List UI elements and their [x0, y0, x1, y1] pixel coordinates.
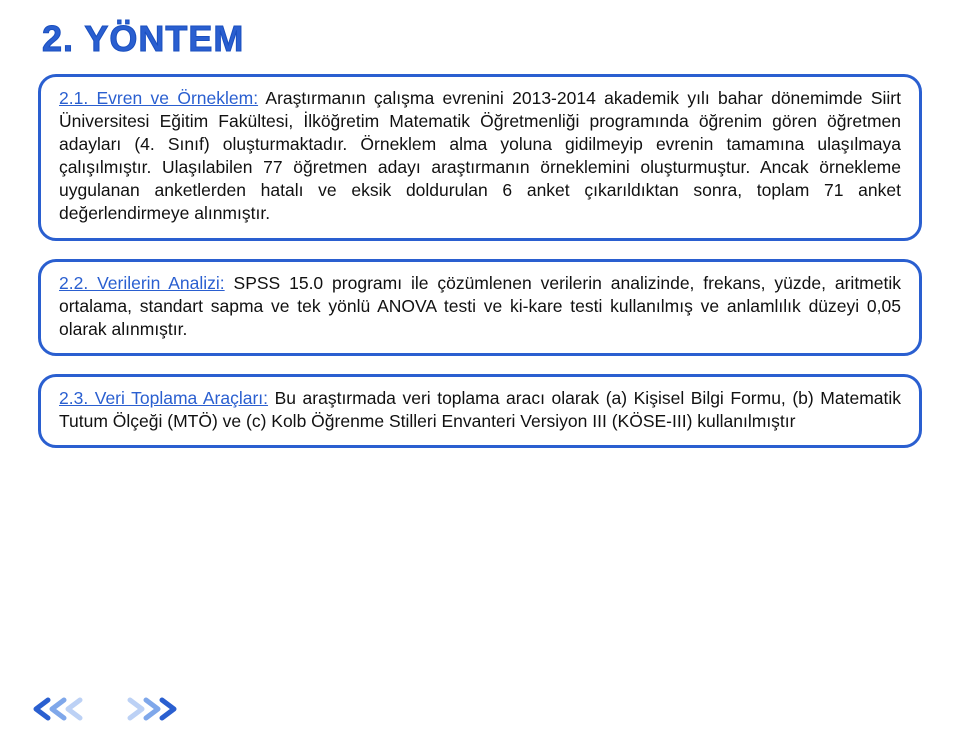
double-chevron-left-icon	[30, 697, 90, 721]
nav-arrows	[30, 696, 180, 722]
section-box-1: 2.1. Evren ve Örneklem: Araştırmanın çal…	[38, 74, 922, 241]
section-heading: 2. YÖNTEM	[42, 18, 922, 60]
section-box-2: 2.2. Verilerin Analizi: SPSS 15.0 progra…	[38, 259, 922, 356]
double-chevron-right-icon	[120, 697, 180, 721]
prev-slide-button[interactable]	[30, 696, 90, 722]
next-slide-button[interactable]	[120, 696, 180, 722]
section-body: Araştırmanın çalışma evrenini 2013-2014 …	[59, 88, 901, 223]
section-lead: 2.3. Veri Toplama Araçları:	[59, 388, 268, 408]
section-lead: 2.1. Evren ve Örneklem:	[59, 88, 258, 108]
heading-number: 2.	[42, 18, 74, 59]
section-lead: 2.2. Verilerin Analizi:	[59, 273, 225, 293]
section-box-3: 2.3. Veri Toplama Araçları: Bu araştırma…	[38, 374, 922, 448]
heading-text: YÖNTEM	[84, 18, 244, 59]
